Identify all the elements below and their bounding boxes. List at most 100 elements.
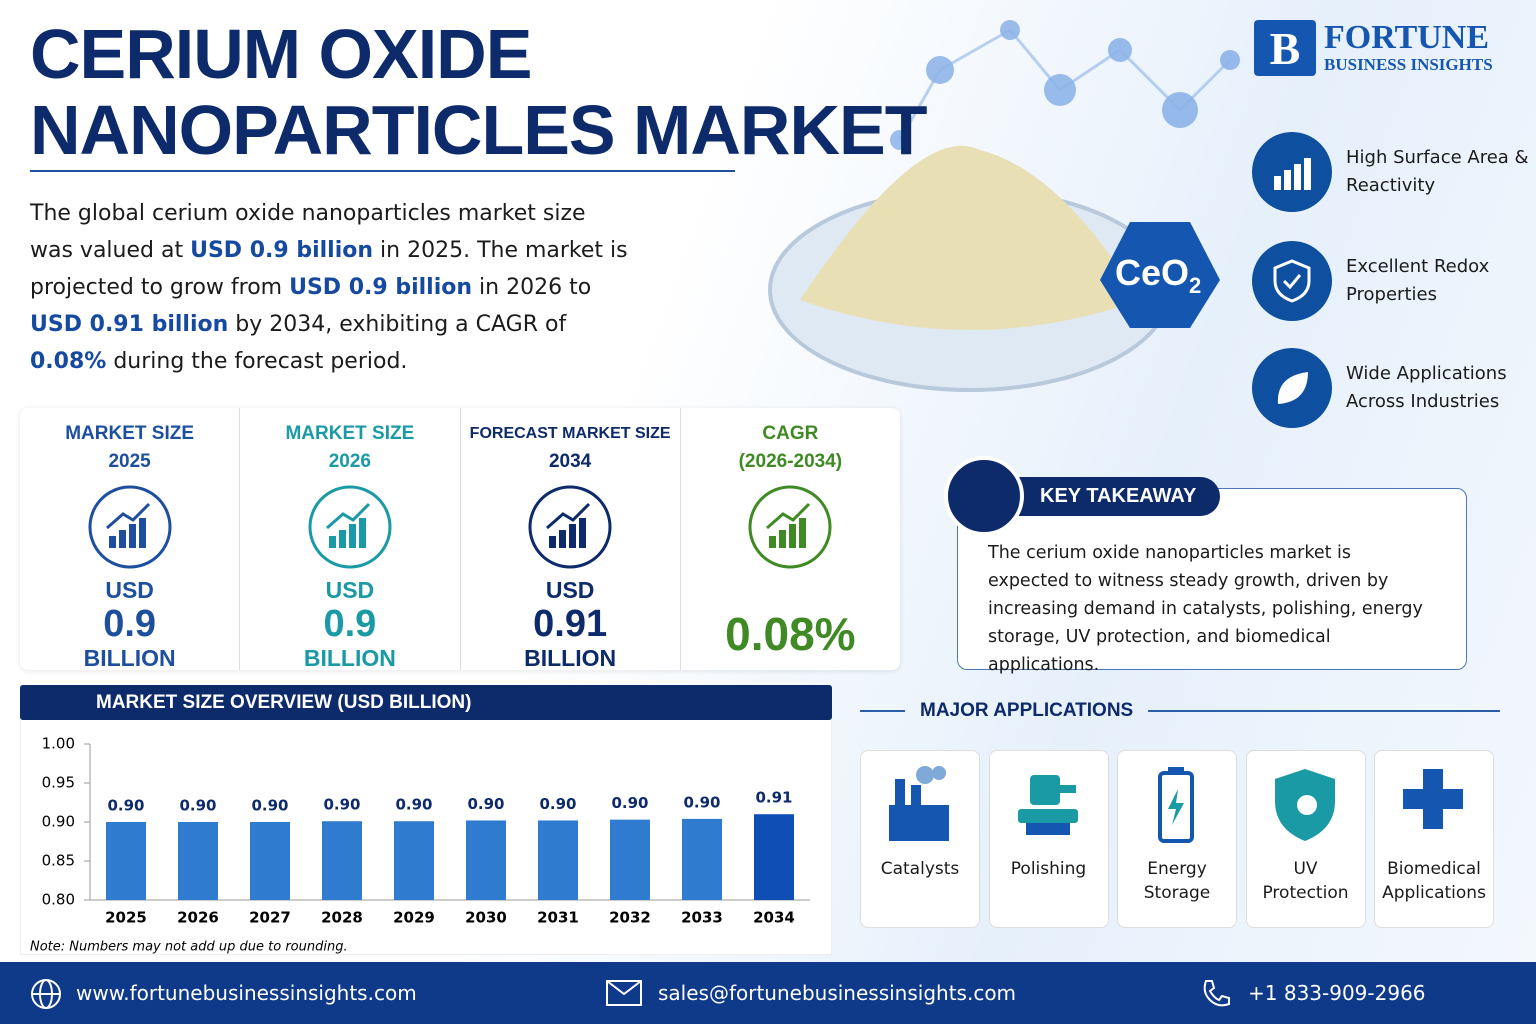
divider (30, 170, 735, 172)
data-label: 0.90 (611, 794, 648, 812)
stat-period: 2034 (548, 451, 592, 472)
icon-ring (308, 485, 392, 569)
title-line: CERIUM OXIDE (30, 15, 532, 93)
x-tick-label: 2027 (249, 909, 291, 927)
application-card: Biomedical Applications (1374, 750, 1494, 928)
stat-period: 2026 (328, 451, 372, 472)
x-tick-label: 2030 (465, 909, 507, 927)
logo-name: FORTUNE (1324, 19, 1490, 56)
icon-bar (138, 518, 146, 548)
stat-period: (2026-2034) (738, 451, 843, 472)
website[interactable]: www.fortunebusinessinsights.com (76, 981, 417, 1005)
application-card: UV Protection (1245, 750, 1366, 928)
x-tick-label: 2032 (609, 909, 651, 927)
icon-bar (549, 536, 557, 548)
stat-unit: BILLION (524, 645, 617, 671)
stat-card: CAGR (2026-2034) 0.08% (681, 408, 900, 670)
feature: High Surface Area & Reactivity (1252, 132, 1532, 212)
decoration (768, 20, 1240, 392)
icon-bar (789, 524, 797, 548)
stat-value: 0.9 (103, 603, 157, 645)
icon-ring (528, 485, 612, 569)
stat-prefix: USD (545, 577, 595, 603)
icon-ring (748, 485, 832, 569)
stat-prefix: USD (325, 577, 375, 603)
icon-bar (108, 536, 116, 548)
bar (394, 821, 434, 900)
stat-unit: BILLION (83, 645, 176, 671)
stat-icon (88, 485, 172, 569)
stat-label: CAGR (762, 423, 819, 444)
data-label: 0.90 (395, 796, 432, 814)
application-label: Energy Storage (1143, 859, 1211, 903)
feature-text: Excellent Redox Properties (1346, 256, 1490, 305)
stat-period: 2025 (108, 451, 151, 472)
svg-text:B: B (1270, 23, 1301, 74)
application-icon (1403, 769, 1463, 829)
x-tick-label: 2025 (105, 909, 147, 927)
application-label: Catalysts (880, 859, 960, 879)
title: CERIUM OXIDE NANOPARTICLES MARKET (30, 15, 927, 169)
icon-bar (579, 518, 587, 548)
bar (466, 820, 506, 900)
icon-bar (779, 530, 787, 548)
badge-text: CeO (1115, 252, 1190, 293)
icon-arrow (105, 502, 150, 530)
applications-title: MAJOR APPLICATIONS (920, 700, 1134, 721)
bar (250, 822, 290, 900)
feature-text: High Surface Area & Reactivity (1346, 147, 1529, 196)
icon-bar (338, 530, 346, 548)
stat-value: 0.9 (323, 603, 377, 645)
stat-card: MARKET SIZE 2026 USD 0.9 BILLION (240, 408, 461, 671)
mail-icon (606, 980, 642, 1006)
icon-bar (559, 530, 567, 548)
summary: The global cerium oxide nanoparticles ma… (30, 195, 630, 380)
icon-arrow (325, 502, 370, 530)
y-tick-label: 0.90 (42, 813, 75, 831)
y-tick-label: 1.00 (42, 735, 75, 753)
stat-prefix: USD (105, 577, 154, 603)
stats-panel: MARKET SIZE 2025 USD 0.9 BILLION MARKET SIZE 2… (20, 408, 900, 671)
stat-card: FORECAST MARKET SIZE 2034 USD 0.91 BILLION (461, 408, 681, 671)
bar (322, 821, 362, 900)
bar (106, 822, 146, 900)
stat-label: MARKET SIZE (285, 423, 415, 444)
footer: www.fortunebusinessinsights.com sales@fo… (0, 962, 1536, 1024)
data-label: 0.90 (251, 797, 288, 815)
email[interactable]: sales@fortunebusinessinsights.com (658, 981, 1017, 1005)
application-icon (1017, 775, 1078, 835)
summary-text: by 2034, exhibiting a CAGR of (228, 312, 567, 337)
application-icon (1158, 767, 1194, 843)
highlight: 0.08% (30, 349, 107, 374)
summary-text: during the forecast period. (106, 349, 408, 374)
logo-mark: B (1254, 20, 1316, 76)
icon-bar (799, 518, 807, 548)
key-takeaway-text: The cerium oxide nanoparticles market is… (988, 543, 1423, 675)
icon-arrow (546, 502, 591, 530)
title-line: NANOPARTICLES MARKET (30, 91, 927, 169)
applications-header: MAJOR APPLICATIONS (860, 700, 1500, 722)
data-label: 0.90 (683, 793, 720, 811)
application-card: Catalysts (860, 750, 980, 928)
summary-text: in 2026 to (472, 275, 592, 300)
icon-bar (358, 518, 366, 548)
bar (610, 819, 650, 900)
y-tick-label: 0.80 (42, 891, 75, 909)
feature: Excellent Redox Properties (1252, 241, 1532, 321)
stat-icon (748, 485, 832, 569)
application-label: UV Protection (1262, 859, 1349, 903)
bar (682, 818, 722, 900)
application-card: Energy Storage (1117, 750, 1237, 928)
highlight: USD 0.9 billion (289, 275, 473, 300)
stat-unit: BILLION (303, 645, 396, 671)
data-label: 0.90 (467, 795, 504, 813)
icon-bar (569, 524, 577, 548)
phone[interactable]: +1 833-909-2966 (1248, 981, 1426, 1005)
key-takeaway-title: KEY TAKEAWAY (1010, 476, 1221, 516)
icon-bar (128, 524, 136, 548)
icon-bar (348, 524, 356, 548)
bar (178, 822, 218, 900)
icon-bar (769, 536, 777, 548)
icon-arrow (766, 502, 811, 530)
